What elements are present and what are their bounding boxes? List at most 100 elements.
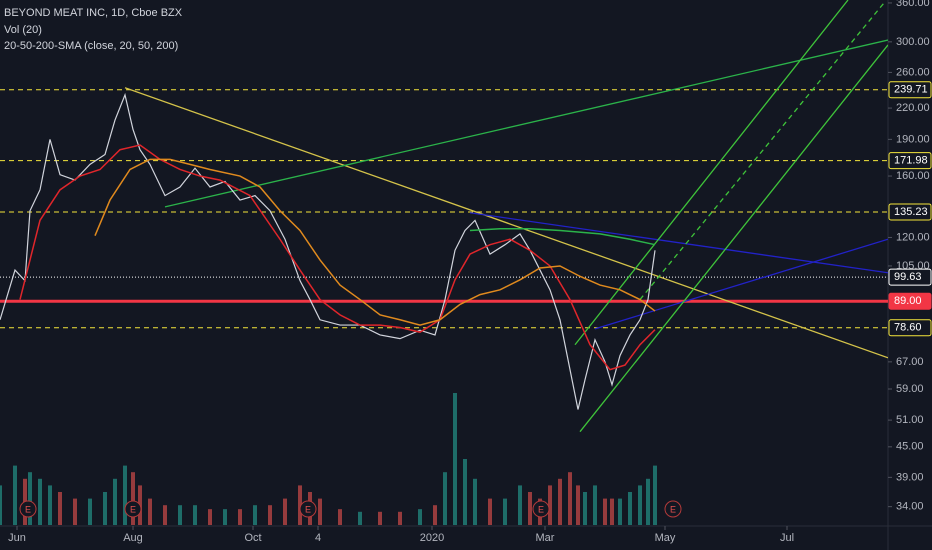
price-level-box (888, 152, 932, 170)
y-tick-label: 190.00 (896, 133, 930, 145)
volume-bar (298, 485, 302, 525)
chart-title: BEYOND MEAT INC, 1D, Cboe BZX (4, 7, 183, 19)
x-tick-label: 4 (315, 532, 321, 544)
trendline (469, 212, 888, 274)
earnings-marker (124, 500, 142, 518)
volume-bar (123, 465, 127, 525)
y-tick-label: 34.00 (896, 501, 924, 513)
volume-bar (88, 498, 92, 525)
sma-line (94, 158, 656, 326)
volume-bar (443, 472, 447, 525)
volume-bar (576, 485, 580, 525)
volume-bar (653, 465, 657, 525)
trendline (574, 0, 849, 346)
volume-bar (178, 505, 182, 525)
x-tick-label: May (655, 532, 676, 544)
trendline (639, 2, 885, 300)
y-tick-label: 51.00 (896, 414, 924, 426)
y-tick-label: 45.00 (896, 441, 924, 453)
price-level-label: 99.63 (894, 271, 922, 283)
volume-bar (638, 485, 642, 525)
x-tick-label: Aug (123, 532, 143, 544)
volume-bar (488, 498, 492, 525)
volume-bar (338, 509, 342, 525)
price-line (0, 92, 656, 410)
volume-bar (528, 492, 532, 525)
volume-bar (38, 478, 42, 525)
volume-bar (503, 498, 507, 525)
volume-bar (548, 485, 552, 525)
price-level-label: 239.71 (894, 84, 928, 96)
earnings-label: E (25, 504, 31, 514)
price-level-box (888, 292, 932, 310)
y-tick-label: 160.00 (896, 170, 930, 182)
price-level-label: 78.60 (894, 322, 922, 334)
volume-bar (603, 498, 607, 525)
volume-bar (568, 472, 572, 525)
price-level-label: 135.23 (894, 206, 928, 218)
x-tick-label: Oct (244, 532, 261, 544)
volume-bar (0, 485, 2, 525)
y-tick-label: 360.00 (896, 0, 930, 9)
y-tick-label: 120.00 (896, 231, 930, 243)
volume-bar (268, 505, 272, 525)
volume-bar (238, 509, 242, 525)
volume-bar (610, 498, 614, 525)
price-level-box (888, 268, 932, 286)
volume-bar (223, 509, 227, 525)
earnings-marker (299, 500, 317, 518)
x-tick-label: Mar (536, 532, 555, 544)
volume-bar (58, 492, 62, 525)
volume-bar (358, 511, 362, 525)
earnings-label: E (670, 504, 676, 514)
volume-bar (193, 505, 197, 525)
volume-bar (131, 472, 135, 525)
volume-bar (318, 498, 322, 525)
volume-bar (13, 465, 17, 525)
sma-line (469, 227, 656, 246)
earnings-label: E (538, 504, 544, 514)
volume-bar (113, 478, 117, 525)
volume-bar (463, 459, 467, 525)
trendline (579, 44, 888, 433)
volume-bar (583, 492, 587, 525)
volume-bar (433, 505, 437, 525)
x-tick-label: Jul (780, 532, 794, 544)
y-tick-label: 220.00 (896, 102, 930, 114)
volume-legend: Vol (20) (4, 24, 42, 36)
sma-legend: 20-50-200-SMA (close, 20, 50, 200) (4, 40, 178, 52)
volume-bar (518, 485, 522, 525)
y-tick-label: 39.00 (896, 471, 924, 483)
y-tick-label: 260.00 (896, 66, 930, 78)
volume-bar (618, 498, 622, 525)
price-level-box (888, 319, 932, 337)
y-tick-label: 59.00 (896, 383, 924, 395)
volume-bar (558, 478, 562, 525)
trendline (124, 87, 888, 359)
volume-bar (646, 478, 650, 525)
y-tick-label: 67.00 (896, 356, 924, 368)
volume-bar (28, 472, 32, 525)
earnings-marker (532, 500, 550, 518)
volume-bar (73, 498, 77, 525)
earnings-label: E (305, 504, 311, 514)
trendline (594, 238, 888, 330)
price-level-box (888, 81, 932, 99)
volume-bar (283, 498, 287, 525)
volume-bar (473, 478, 477, 525)
volume-bar (48, 485, 52, 525)
earnings-label: E (130, 504, 136, 514)
trendline (164, 39, 888, 208)
volume-bar (398, 511, 402, 525)
volume-bar (418, 509, 422, 525)
volume-bar (628, 492, 632, 525)
price-level-box (888, 203, 932, 221)
volume-bar (208, 509, 212, 525)
volume-bar (163, 505, 167, 525)
earnings-marker (664, 500, 682, 518)
volume-bar (148, 498, 152, 525)
volume-bar (453, 393, 457, 525)
y-tick-label: 300.00 (896, 36, 930, 48)
volume-bar (253, 505, 257, 525)
